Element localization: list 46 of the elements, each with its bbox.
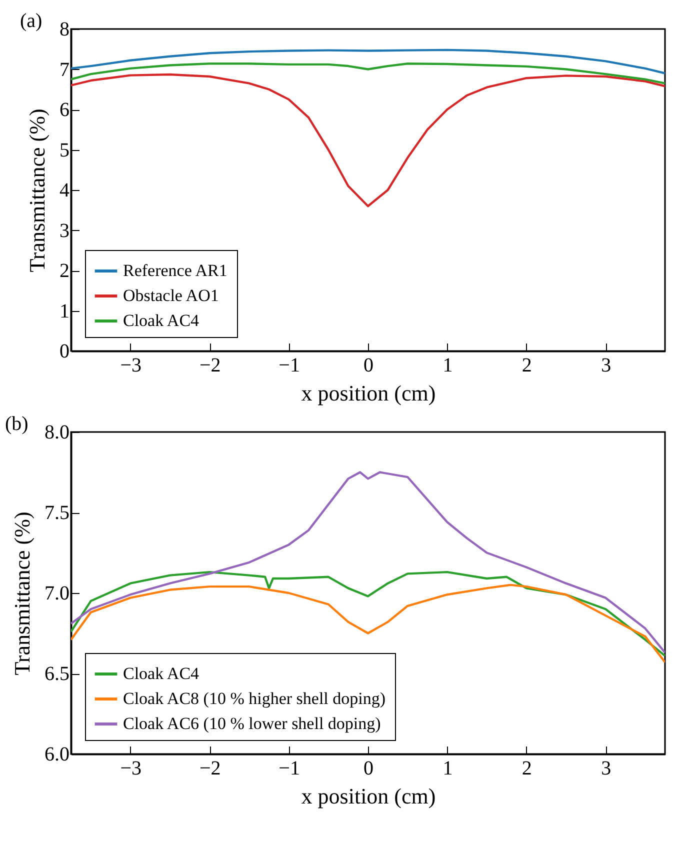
x-axis-title: x position (cm): [301, 784, 436, 808]
y-tick-label: 6.0: [44, 744, 70, 766]
x-tick-label: −1: [278, 758, 300, 780]
y-tick-label: 6.5: [44, 663, 70, 685]
x-tick-label: −3: [120, 354, 142, 376]
x-tick-label: 1: [442, 354, 453, 376]
legend-label: Reference AR1: [123, 261, 228, 280]
y-tick-label: 2: [60, 260, 70, 282]
y-tick-label: 7: [60, 58, 70, 81]
y-tick-label: 0: [60, 340, 70, 362]
legend-label: Cloak AC4: [123, 664, 200, 683]
y-axis-title: Transmittance (%): [10, 512, 34, 676]
x-tick-label: 0: [364, 354, 374, 376]
x-tick-label: 2: [522, 758, 532, 780]
y-tick-label: 6: [60, 99, 70, 121]
y-tick-label: 7.5: [44, 502, 70, 524]
line-series: [71, 62, 665, 84]
legend-label: Cloak AC4: [123, 311, 200, 330]
x-tick-label: 0: [364, 758, 374, 780]
y-tick-label: 8: [60, 18, 70, 40]
line-series: [71, 584, 665, 664]
line-series: [71, 48, 665, 74]
y-tick-label: 7.0: [44, 582, 70, 604]
x-tick-label: 1: [442, 758, 453, 780]
x-tick-label: −2: [199, 758, 221, 780]
x-tick-label: −2: [199, 354, 221, 376]
x-tick-label: 2: [522, 354, 532, 376]
y-tick-label: 3: [60, 220, 70, 242]
chart-title: (b): [5, 413, 28, 435]
x-tick-label: 3: [601, 758, 612, 780]
y-tick-label: 1: [60, 300, 70, 322]
chart-title: (a): [20, 10, 42, 32]
x-tick-label: −3: [120, 758, 142, 780]
legend-label: Cloak AC6 (10 % lower shell doping): [123, 714, 381, 733]
y-tick-label: 5: [60, 139, 70, 162]
line-series: [71, 570, 665, 657]
x-tick-label: −1: [278, 354, 300, 376]
y-tick-label: 8.0: [44, 422, 70, 444]
line-series: [71, 471, 665, 654]
x-tick-label: 3: [601, 354, 612, 376]
y-tick-label: 4: [60, 180, 70, 202]
y-axis-title: Transmittance (%): [24, 108, 50, 272]
x-axis-title: x position (cm): [301, 380, 436, 406]
legend-label: Cloak AC8 (10 % higher shell doping): [123, 689, 386, 708]
line-series: [71, 73, 665, 208]
legend-label: Obstacle AO1: [123, 286, 219, 305]
